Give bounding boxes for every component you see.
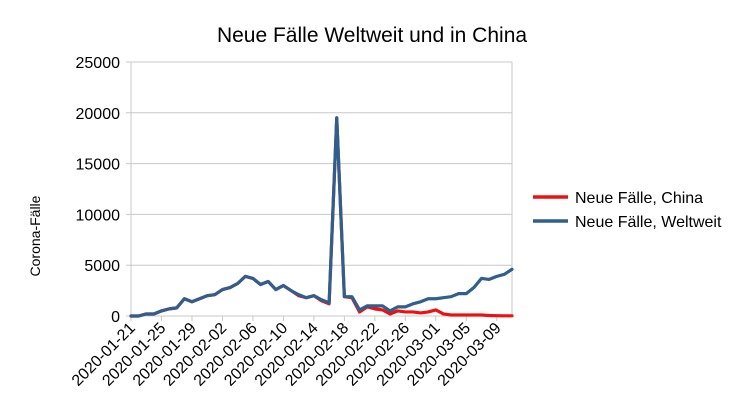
legend-label-1: Neue Fälle, Weltweit — [575, 214, 722, 231]
series-lines — [129, 116, 514, 318]
x-axis: 2020-01-212020-01-252020-01-292020-02-02… — [69, 316, 505, 390]
chart-title: Neue Fälle Weltweit und in China — [217, 24, 527, 47]
legend: Neue Fälle, China Neue Fälle, Weltweit — [533, 190, 722, 231]
y-tick-label-5: 25000 — [76, 55, 121, 72]
gridlines — [126, 61, 513, 317]
y-tick-label-4: 20000 — [76, 106, 121, 123]
y-tick-label-0: 0 — [111, 309, 120, 326]
series-line-0 — [129, 116, 514, 318]
series-line-1 — [129, 116, 514, 318]
legend-label-0: Neue Fälle, China — [575, 190, 703, 207]
y-axis-label: Corona-Fälle — [27, 195, 43, 276]
y-tick-label-2: 10000 — [76, 207, 121, 224]
y-axis-ticks: 0 5000 10000 15000 20000 25000 — [76, 55, 121, 326]
y-tick-label-3: 15000 — [76, 157, 121, 174]
y-tick-label-1: 5000 — [84, 258, 120, 275]
